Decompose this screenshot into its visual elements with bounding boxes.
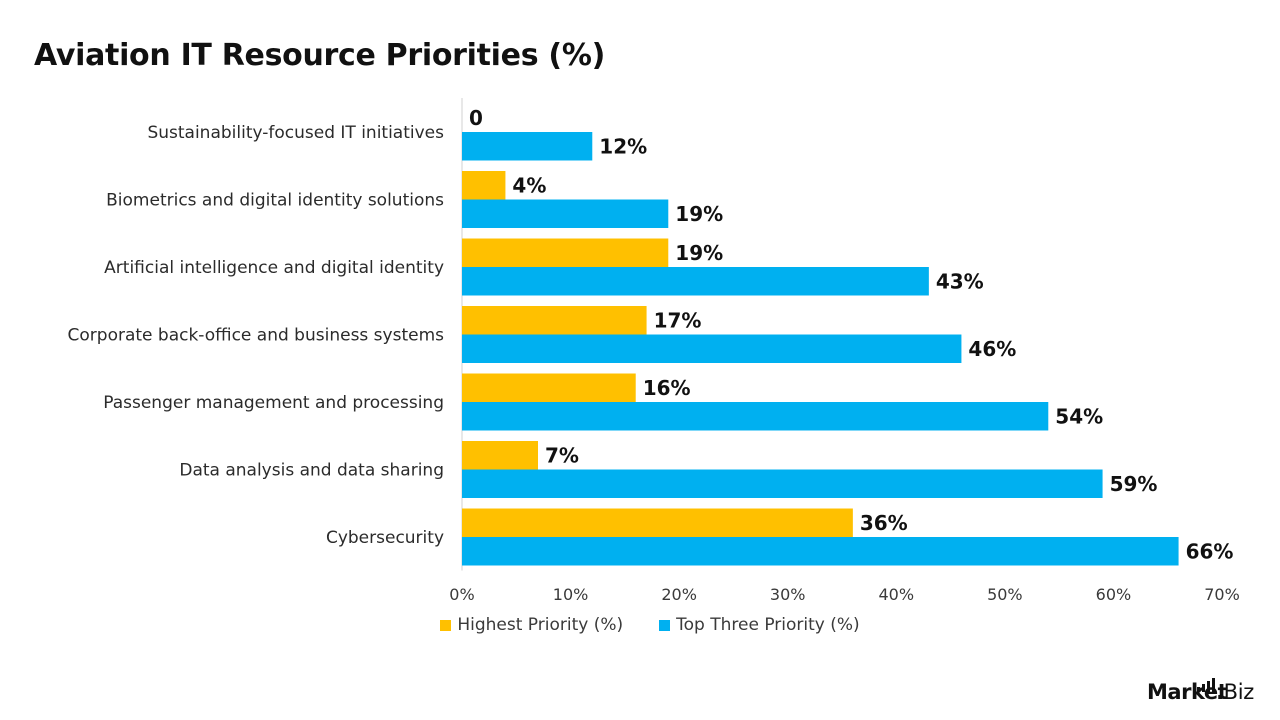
bar-highest: [462, 306, 647, 335]
data-label-top-three: 46%: [968, 337, 1016, 361]
bar-top-three: [462, 402, 1049, 431]
x-tick-label: 50%: [987, 585, 1023, 604]
x-tick-label: 20%: [661, 585, 697, 604]
category-label: Corporate back-office and business syste…: [68, 325, 445, 345]
category-label: Biometrics and digital identity solution…: [106, 190, 444, 210]
bar-highest: [462, 171, 506, 200]
data-label-highest: 7%: [545, 443, 579, 467]
data-label-highest: 16%: [643, 376, 691, 400]
chart-title: Aviation IT Resource Priorities (%): [34, 38, 605, 73]
bar-top-three: [462, 334, 962, 363]
bar-top-three: [462, 267, 929, 296]
data-label-top-three: 19%: [675, 202, 723, 226]
data-label-highest: 19%: [675, 241, 723, 265]
legend-item-highest: Highest Priority (%): [440, 615, 623, 635]
data-label-highest: 36%: [860, 511, 908, 535]
data-label-top-three: 66%: [1186, 539, 1234, 563]
x-tick-label: 60%: [1096, 585, 1132, 604]
bar-top-three: [462, 469, 1103, 498]
x-tick-label: 10%: [553, 585, 589, 604]
data-label-top-three: 43%: [936, 269, 984, 293]
brand-dot: .: [1216, 680, 1224, 704]
category-label: Sustainability-focused IT initiatives: [147, 123, 444, 143]
category-label: Cybersecurity: [326, 528, 444, 548]
bar-highest: [462, 441, 538, 470]
legend-swatch-top-three: [659, 619, 671, 631]
x-tick-label: 40%: [879, 585, 915, 604]
category-label: Artificial intelligence and digital iden…: [104, 258, 444, 278]
bar-highest: [462, 238, 669, 267]
data-label-highest: 17%: [654, 308, 702, 332]
category-label: Data analysis and data sharing: [179, 460, 444, 480]
bar-top-three: [462, 132, 593, 161]
legend-label-highest: Highest Priority (%): [457, 615, 624, 635]
data-label-top-three: 12%: [599, 134, 647, 158]
legend: Highest Priority (%) Top Three Priority …: [0, 615, 1280, 635]
bar-top-three: [462, 537, 1179, 566]
legend-item-top-three: Top Three Priority (%): [659, 615, 860, 635]
data-label-highest: 4%: [512, 173, 546, 197]
brand-logo: Market . Biz: [1147, 678, 1254, 704]
x-tick-label: 30%: [770, 585, 806, 604]
data-label-top-three: 54%: [1055, 404, 1103, 428]
data-label-highest: 0: [469, 106, 483, 130]
category-label: Passenger management and processing: [103, 393, 444, 413]
x-tick-label: 70%: [1204, 585, 1240, 604]
bar-top-three: [462, 199, 669, 228]
bar-highest: [462, 373, 636, 402]
data-label-top-three: 59%: [1110, 472, 1158, 496]
bar-highest: [462, 508, 853, 537]
x-tick-label: 0%: [449, 585, 474, 604]
brand-suffix: Biz: [1223, 680, 1255, 704]
signal-bars-icon: [1197, 678, 1216, 692]
legend-swatch-highest: [440, 619, 452, 631]
legend-label-top-three: Top Three Priority (%): [676, 615, 860, 635]
